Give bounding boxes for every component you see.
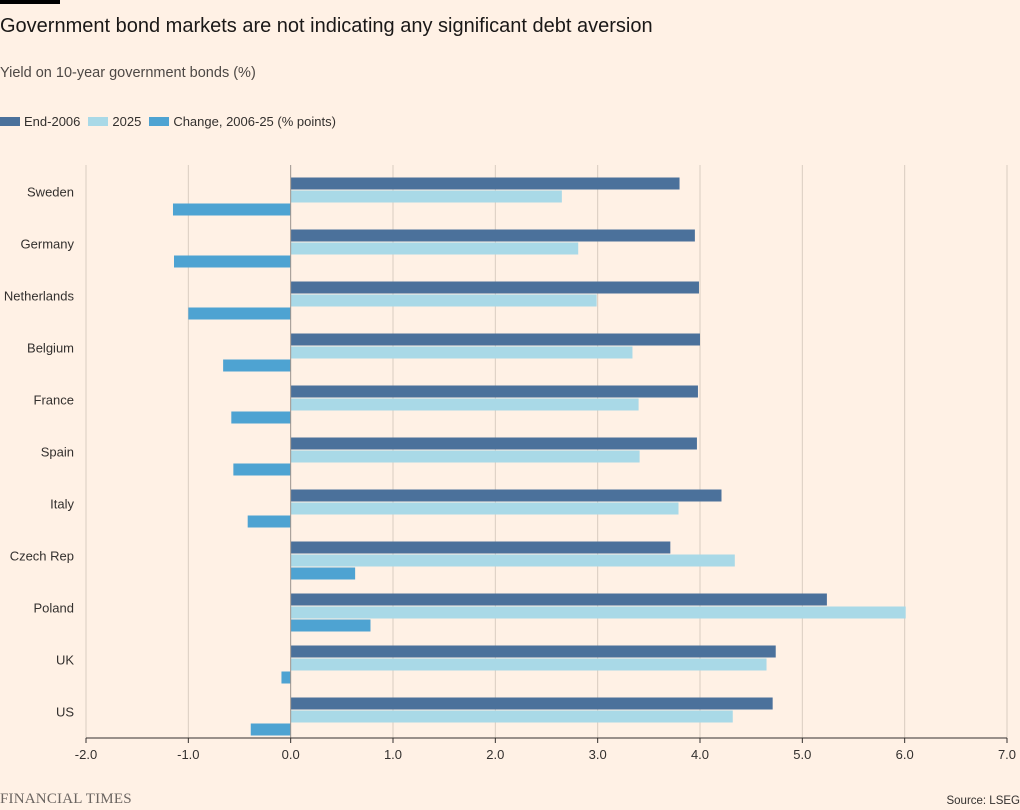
bar-uk-2025 [290, 658, 767, 671]
legend-label-end-2006: End-2006 [24, 114, 81, 129]
category-label-sweden: Sweden [27, 185, 74, 200]
x-tick-label-7-0: 7.0 [998, 747, 1016, 762]
ft-brand: FINANCIAL TIMES [0, 791, 132, 807]
bar-netherlands-change-2006-25-points [188, 307, 291, 320]
category-label-belgium: Belgium [27, 341, 74, 356]
bar-czech-rep-change-2006-25-points [290, 567, 356, 580]
legend-swatch-2025 [88, 117, 109, 126]
legend-item-2025: 2025 [88, 114, 141, 129]
ft-top-bar [0, 0, 60, 4]
x-tick-label-1-0: -1.0 [177, 747, 199, 762]
bar-netherlands-end-2006 [290, 281, 699, 294]
category-label-netherlands: Netherlands [4, 289, 75, 304]
bar-france-change-2006-25-points [231, 411, 291, 424]
x-tick-label-5-0: 5.0 [793, 747, 811, 762]
bar-spain-change-2006-25-points [233, 463, 291, 476]
bar-italy-end-2006 [290, 489, 722, 502]
bar-france-2025 [290, 398, 639, 411]
bar-sweden-2025 [290, 190, 562, 203]
chart-legend: End-2006 2025 Change, 2006-25 (% points) [0, 114, 344, 129]
bar-germany-2025 [290, 242, 579, 255]
category-label-germany: Germany [21, 237, 75, 252]
chart-title: Government bond markets are not indicati… [0, 15, 653, 37]
bar-france-end-2006 [290, 385, 698, 398]
bar-czech-rep-2025 [290, 554, 735, 567]
bar-sweden-change-2006-25-points [172, 203, 291, 216]
legend-swatch-end-2006 [0, 117, 20, 126]
x-tick-label-4-0: 4.0 [691, 747, 709, 762]
bar-italy-change-2006-25-points [247, 515, 291, 528]
legend-swatch-change [149, 117, 170, 126]
x-tick-label-3-0: 3.0 [589, 747, 607, 762]
category-label-poland: Poland [34, 601, 74, 616]
bar-spain-end-2006 [290, 437, 697, 450]
bar-germany-end-2006 [290, 229, 695, 242]
category-label-spain: Spain [41, 445, 74, 460]
source-note: Source: LSEG [946, 795, 1020, 807]
legend-item-change: Change, 2006-25 (% points) [149, 114, 336, 129]
bar-netherlands-2025 [290, 294, 597, 307]
category-label-uk: UK [56, 653, 74, 668]
bar-poland-end-2006 [290, 593, 827, 606]
bar-poland-2025 [290, 606, 906, 619]
chart-subtitle: Yield on 10-year government bonds (%) [0, 65, 256, 81]
bar-us-2025 [290, 710, 733, 723]
category-label-france: France [34, 393, 74, 408]
bar-us-change-2006-25-points [250, 723, 291, 736]
bar-uk-change-2006-25-points [281, 671, 291, 684]
bar-uk-end-2006 [290, 645, 776, 658]
category-label-czech-rep: Czech Rep [10, 549, 74, 564]
bar-belgium-end-2006 [290, 333, 700, 346]
bar-germany-change-2006-25-points [174, 255, 291, 268]
bar-czech-rep-end-2006 [290, 541, 671, 554]
x-tick-label-2-0: -2.0 [75, 747, 97, 762]
x-tick-label-1-0: 1.0 [384, 747, 402, 762]
legend-label-change: Change, 2006-25 (% points) [173, 114, 336, 129]
bar-belgium-2025 [290, 346, 633, 359]
bar-poland-change-2006-25-points [290, 619, 371, 632]
legend-item-end-2006: End-2006 [0, 114, 80, 129]
legend-label-2025: 2025 [112, 114, 142, 129]
x-tick-label-2-0: 2.0 [486, 747, 504, 762]
x-tick-label-0-0: 0.0 [282, 747, 300, 762]
bar-italy-2025 [290, 502, 679, 515]
bar-sweden-end-2006 [290, 177, 680, 190]
category-label-italy: Italy [50, 497, 74, 512]
bar-spain-2025 [290, 450, 640, 463]
x-tick-label-6-0: 6.0 [896, 747, 914, 762]
bar-belgium-change-2006-25-points [223, 359, 291, 372]
category-label-us: US [56, 705, 74, 720]
bar-us-end-2006 [290, 697, 773, 710]
